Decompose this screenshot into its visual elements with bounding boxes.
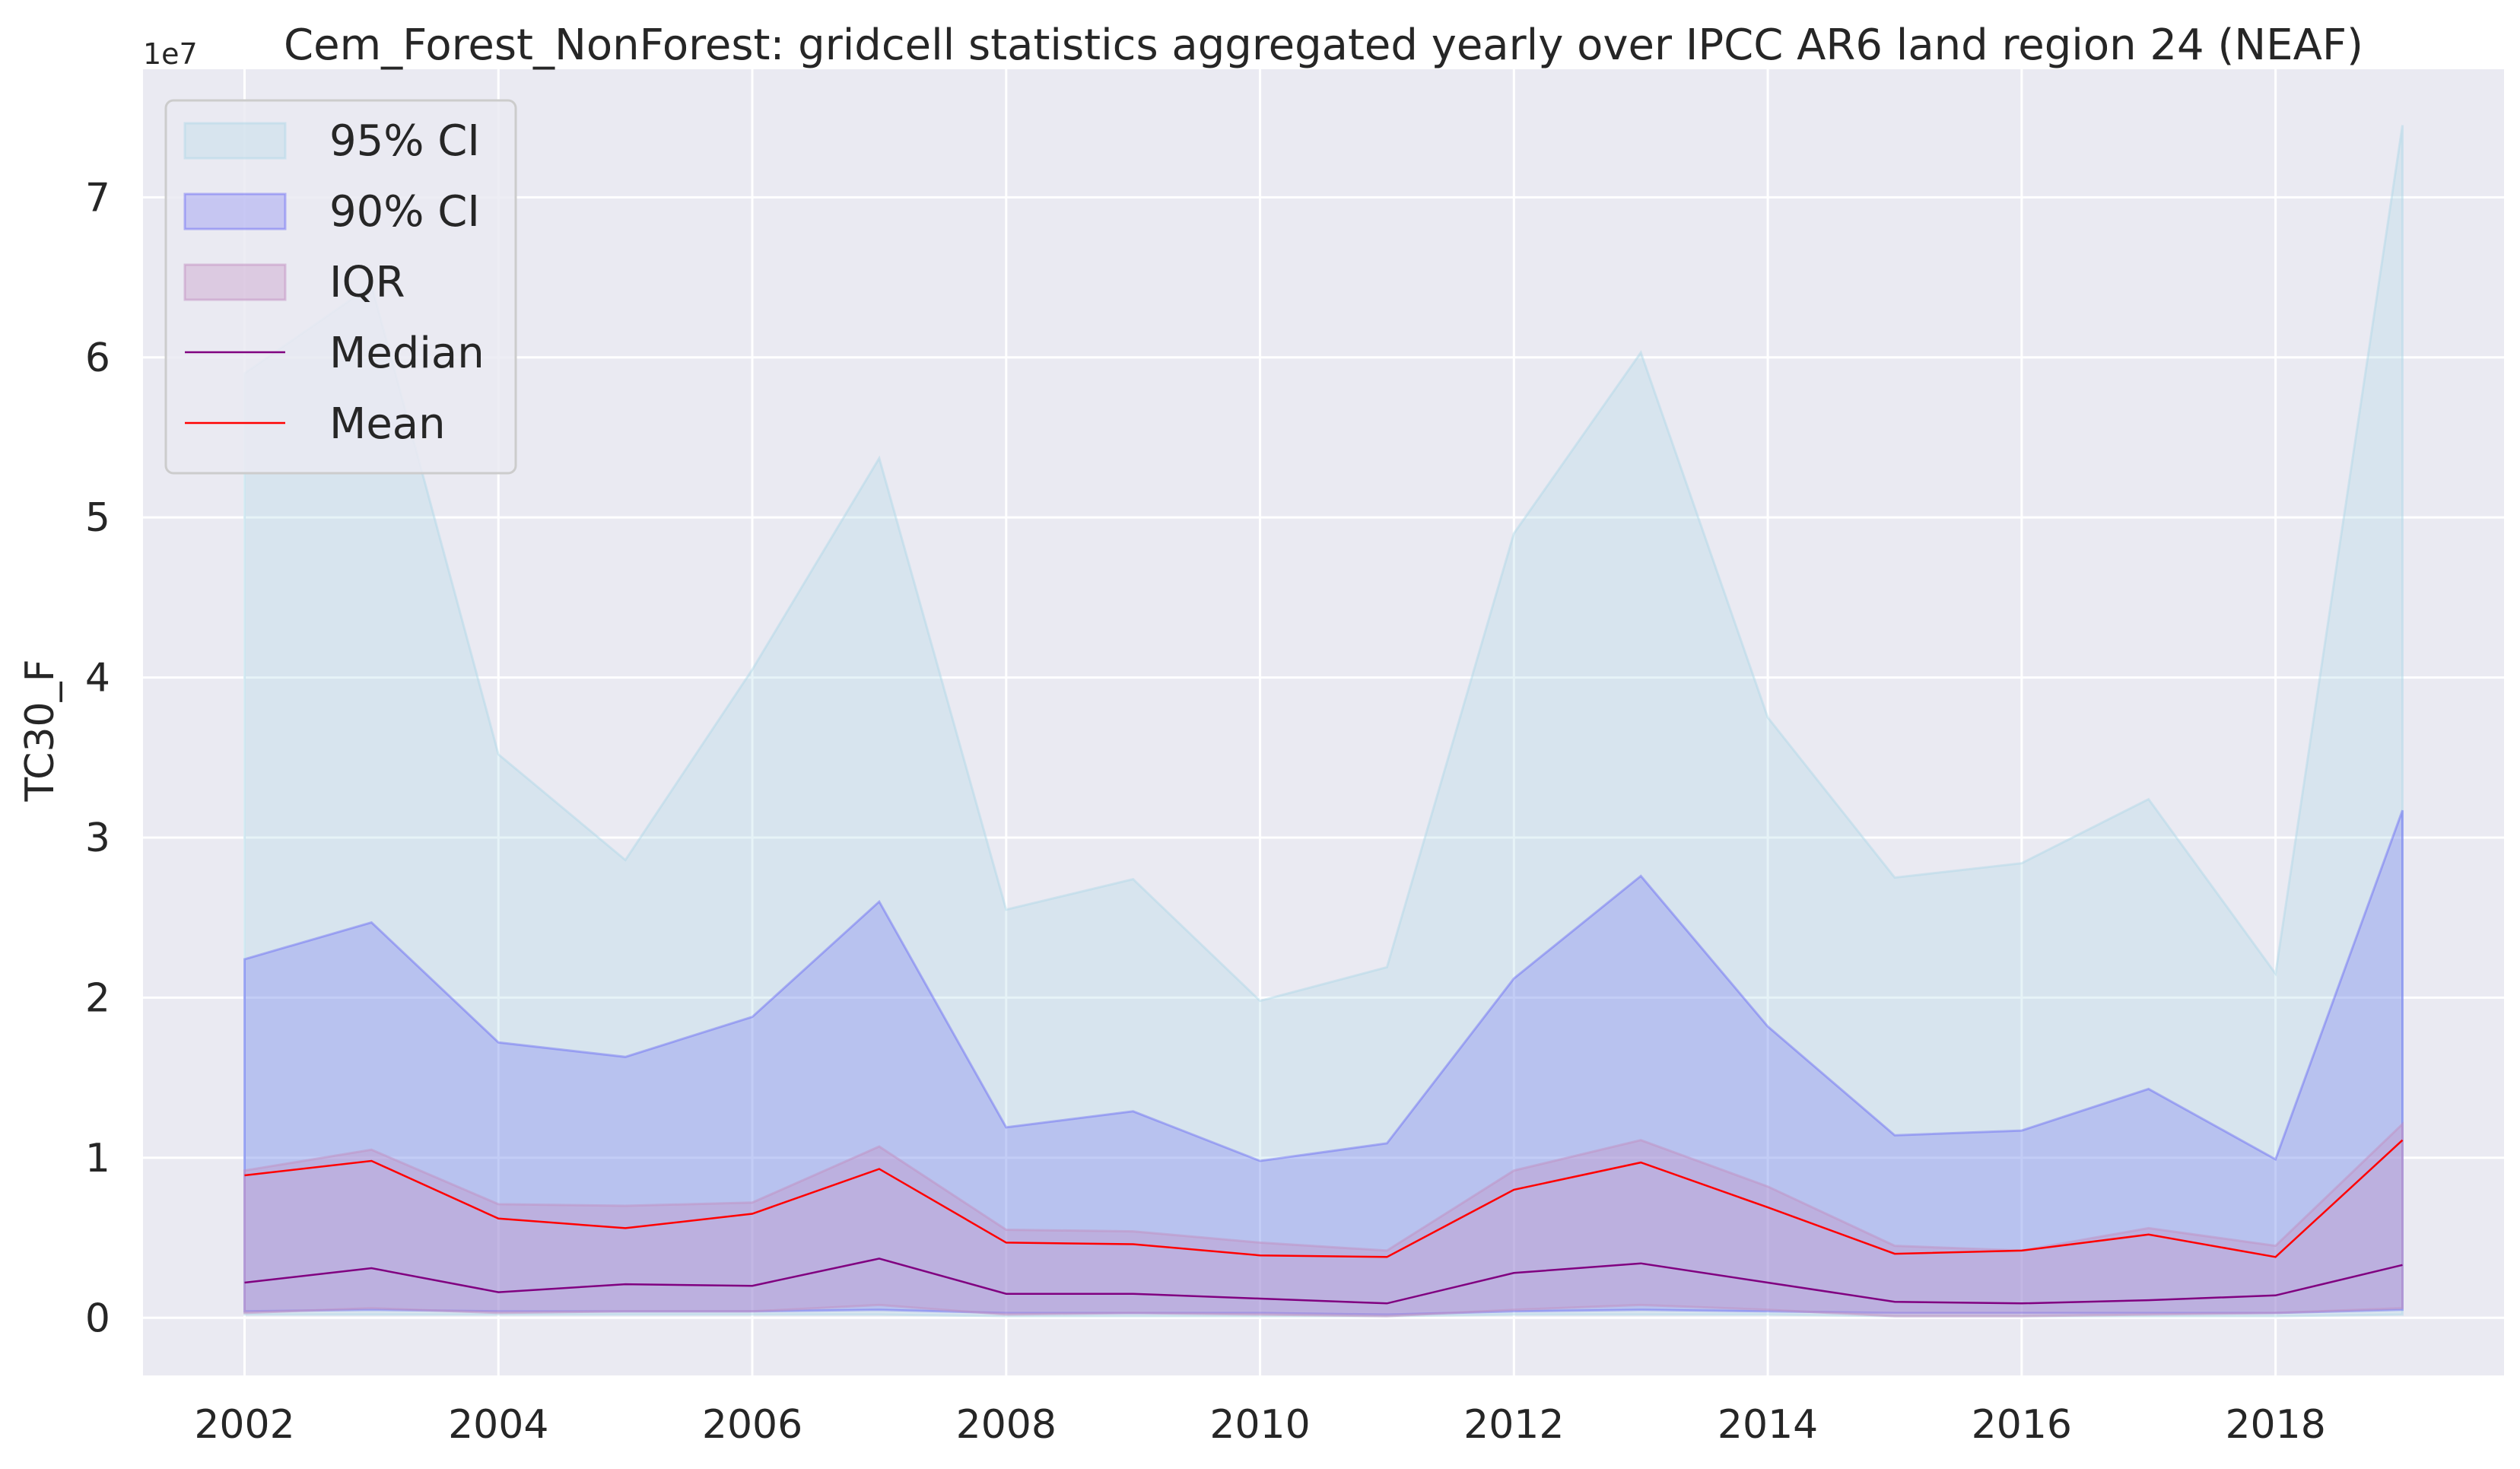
x-tick-label: 2014 bbox=[1718, 1402, 1818, 1448]
band-iqr bbox=[243, 1121, 2404, 1318]
y-axis-offset-label: 1e7 bbox=[143, 37, 198, 71]
y-tick-label: 1 bbox=[85, 1136, 110, 1181]
chart-title: Cem_Forest_NonForest: gridcell statistic… bbox=[284, 21, 2363, 70]
legend-swatch bbox=[183, 122, 287, 160]
series-line-median bbox=[244, 1258, 2403, 1305]
x-tick-label: 2016 bbox=[1972, 1402, 2072, 1448]
y-tick-label: 6 bbox=[85, 335, 110, 381]
x-tick-label: 2006 bbox=[702, 1402, 802, 1448]
x-axis-ticks: 2002 2004 2006 2008 2010 2012 2014 2016 2018 bbox=[194, 1402, 2325, 1448]
y-axis-label: TC30_F bbox=[17, 659, 63, 802]
legend-label: 95% CI bbox=[329, 116, 480, 166]
legend-label: Median bbox=[329, 329, 485, 378]
y-tick-label: 7 bbox=[85, 175, 110, 221]
y-tick-label: 0 bbox=[85, 1296, 110, 1341]
x-tick-label: 2008 bbox=[956, 1402, 1057, 1448]
series-lines bbox=[244, 1139, 2404, 1305]
x-tick-label: 2010 bbox=[1209, 1402, 1310, 1448]
legend-label: Mean bbox=[329, 399, 446, 449]
confidence-bands bbox=[243, 125, 2404, 1318]
x-tick-label: 2002 bbox=[194, 1402, 294, 1448]
x-tick-label: 2004 bbox=[448, 1402, 548, 1448]
grid-lines bbox=[143, 69, 2504, 1375]
legend-swatch bbox=[183, 263, 287, 301]
legend-swatch bbox=[183, 192, 287, 231]
x-tick-label: 2018 bbox=[2225, 1402, 2325, 1448]
legend-frame bbox=[164, 99, 517, 475]
series-line-mean bbox=[244, 1139, 2404, 1258]
legend-label: IQR bbox=[329, 258, 405, 307]
y-tick-label: 4 bbox=[85, 656, 110, 701]
y-tick-label: 3 bbox=[85, 816, 110, 861]
y-axis-ticks: 0 1 2 3 4 5 6 7 bbox=[85, 175, 110, 1341]
legend-label: 90% CI bbox=[329, 187, 480, 237]
legend: 95% CI 90% CI IQR Median Mean bbox=[164, 99, 517, 475]
y-tick-label: 2 bbox=[85, 975, 110, 1021]
y-tick-label: 5 bbox=[85, 495, 110, 541]
x-tick-label: 2012 bbox=[1463, 1402, 1564, 1448]
band-95-ci bbox=[243, 125, 2404, 1318]
